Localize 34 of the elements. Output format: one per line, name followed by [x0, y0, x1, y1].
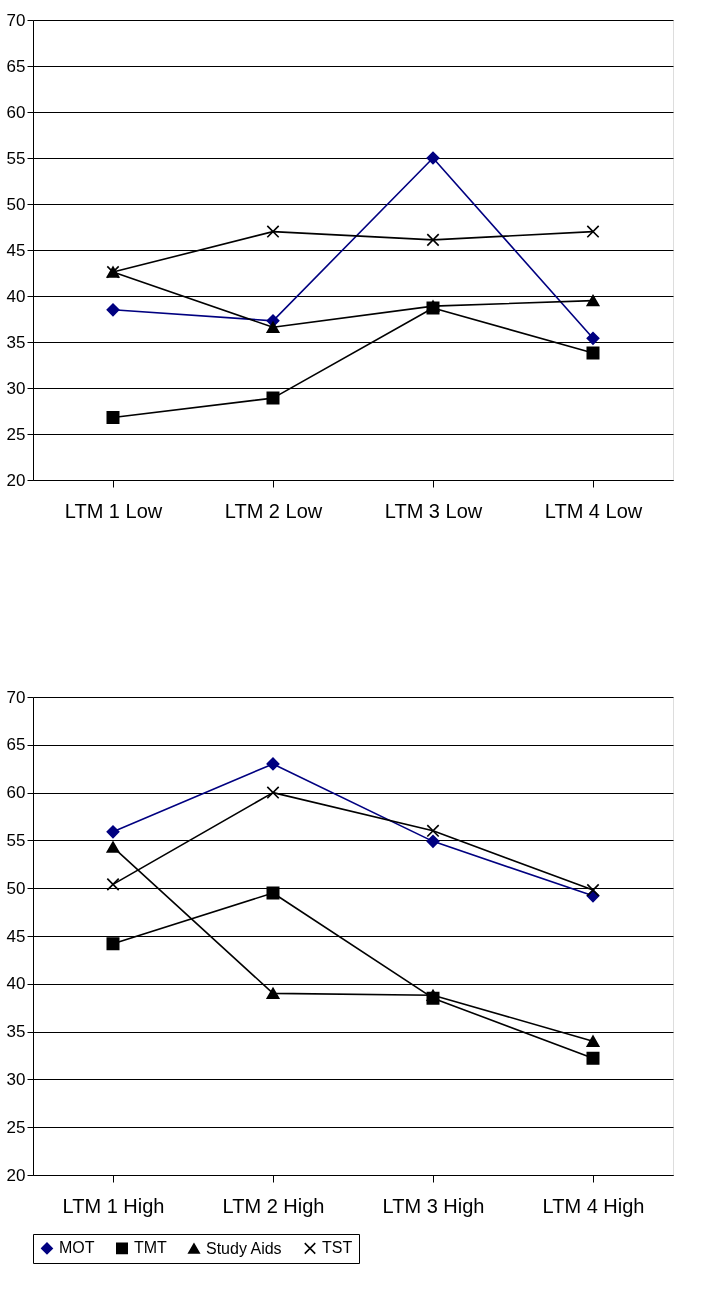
y-tick-label: 30: [6, 1069, 26, 1089]
y-tick-label: 45: [6, 240, 26, 260]
y-tick-label: 55: [6, 148, 26, 168]
x-tick-label: LTM 3 Low: [384, 499, 483, 522]
x-tick-label: LTM 2 High: [222, 1194, 325, 1217]
x-tick-label: LTM 4 Low: [544, 499, 643, 522]
y-tick-label: 20: [6, 470, 26, 490]
y-tick-label: 40: [6, 286, 26, 306]
y-tick-label: 35: [6, 332, 26, 352]
y-tick-label: 30: [6, 378, 26, 398]
y-tick-label: 70: [6, 687, 26, 707]
y-tick-label: 65: [6, 735, 26, 755]
y-tick-label: 50: [6, 878, 26, 898]
x-tick-label: LTM 4 High: [542, 1194, 645, 1217]
x-tick-label: LTM 3 High: [382, 1194, 485, 1217]
y-tick-label: 25: [6, 424, 26, 444]
y-tick-label: 25: [6, 1117, 26, 1137]
legend-label: Study Aids: [206, 1239, 282, 1257]
legend-label: TMT: [134, 1239, 168, 1257]
y-tick-label: 45: [6, 926, 26, 946]
y-tick-label: 70: [6, 10, 26, 30]
y-tick-label: 60: [6, 102, 26, 122]
x-tick-label: LTM 2 Low: [224, 499, 323, 522]
y-tick-label: 65: [6, 56, 26, 76]
x-tick-label: LTM 1 Low: [64, 499, 163, 522]
y-tick-label: 40: [6, 974, 26, 994]
legend-label: MOT: [59, 1239, 95, 1257]
x-tick-label: LTM 1 High: [62, 1194, 165, 1217]
y-tick-label: 50: [6, 194, 26, 214]
legend-label: TST: [322, 1239, 353, 1257]
y-tick-label: 20: [6, 1165, 26, 1185]
y-tick-label: 55: [6, 830, 26, 850]
y-tick-label: 60: [6, 783, 26, 803]
y-tick-label: 35: [6, 1022, 26, 1042]
